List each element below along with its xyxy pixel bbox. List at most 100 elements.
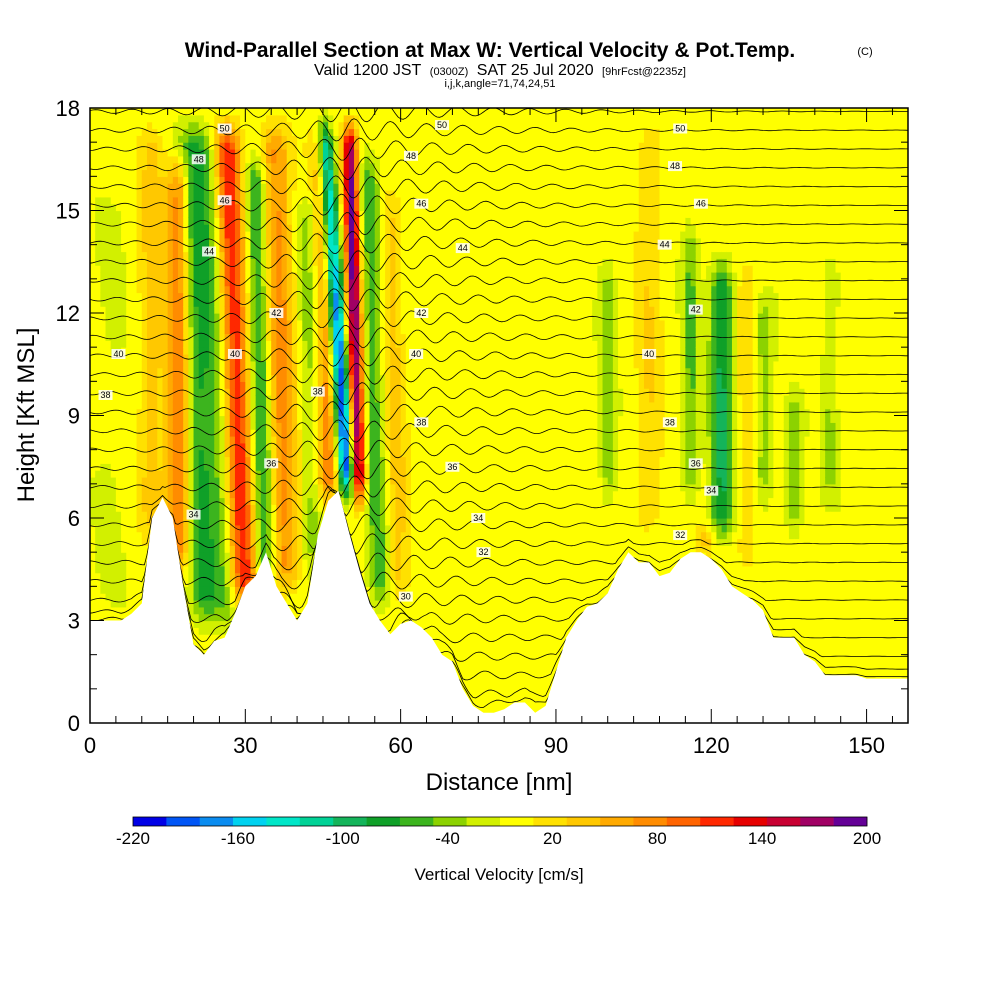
velocity-cell (110, 210, 117, 218)
velocity-cell (141, 381, 148, 389)
velocity-cell (234, 333, 241, 341)
velocity-cell (354, 217, 360, 225)
velocity-cell (281, 565, 288, 574)
velocity-cell (203, 627, 210, 635)
velocity-cell (146, 183, 153, 191)
velocity-cell (240, 422, 246, 430)
velocity-cell (178, 545, 184, 553)
velocity-cell (322, 135, 329, 143)
velocity-cell (110, 559, 117, 567)
velocity-cell (297, 477, 303, 485)
velocity-cell (136, 333, 143, 341)
velocity-cell (214, 258, 221, 266)
velocity-cell (167, 367, 174, 376)
velocity-cell (297, 292, 303, 300)
velocity-cell (286, 203, 293, 212)
velocity-cell (297, 593, 303, 601)
velocity-cell (203, 196, 210, 205)
velocity-cell (152, 292, 158, 300)
velocity-cell (90, 559, 96, 567)
velocity-cell (266, 436, 272, 444)
velocity-cell (183, 552, 189, 560)
velocity-cell (136, 210, 143, 218)
velocity-cell (364, 292, 371, 300)
velocity-cell (224, 415, 231, 423)
velocity-cell (359, 128, 365, 136)
velocity-cell (193, 627, 200, 635)
velocity-cell (297, 299, 303, 307)
velocity-cell (234, 210, 241, 218)
velocity-cell (307, 108, 314, 116)
velocity-cell (286, 237, 293, 246)
velocity-cell (343, 306, 350, 314)
velocity-cell (214, 456, 221, 464)
velocity-cell (240, 504, 246, 512)
velocity-cell (203, 306, 210, 314)
velocity-cell (369, 559, 376, 567)
velocity-cell (121, 272, 127, 280)
velocity-cell (255, 155, 262, 164)
velocity-cell (126, 408, 133, 417)
velocity-cell (266, 285, 272, 294)
velocity-cell (136, 449, 143, 458)
velocity-cell (126, 600, 133, 608)
velocity-cell (338, 347, 345, 355)
velocity-cell (193, 354, 200, 362)
velocity-cell (115, 388, 122, 396)
velocity-cell (286, 511, 293, 519)
velocity-cell (100, 142, 107, 150)
velocity-cell (224, 183, 231, 191)
velocity-cell (276, 340, 283, 348)
velocity-cell (214, 176, 221, 184)
velocity-cell (328, 306, 334, 314)
velocity-cell (152, 265, 158, 273)
velocity-cell (152, 463, 158, 471)
velocity-cell (126, 449, 133, 458)
velocity-cell (234, 586, 241, 594)
velocity-cell (281, 360, 288, 369)
velocity-cell (240, 319, 246, 328)
velocity-cell (198, 559, 205, 567)
velocity-cell (312, 258, 319, 266)
velocity-cell (286, 278, 293, 287)
velocity-cell (255, 244, 262, 253)
velocity-cell (369, 593, 376, 601)
velocity-cell (100, 606, 107, 615)
velocity-cell (193, 292, 200, 300)
velocity-cell (359, 306, 365, 314)
velocity-cell (157, 333, 164, 341)
velocity-cell (302, 135, 309, 143)
velocity-cell (110, 360, 117, 369)
velocity-cell (126, 477, 133, 485)
velocity-cell (193, 593, 200, 601)
velocity-cell (359, 217, 365, 225)
velocity-cell (95, 313, 101, 321)
velocity-cell (276, 401, 283, 410)
velocity-cell (126, 299, 133, 307)
velocity-cell (234, 401, 241, 410)
velocity-cell (234, 251, 241, 259)
velocity-cell (343, 367, 350, 376)
velocity-cell (224, 155, 231, 164)
velocity-cell (312, 319, 319, 328)
velocity-cell (229, 333, 236, 341)
velocity-cell (348, 210, 355, 218)
velocity-cell (364, 504, 371, 512)
velocity-cell (90, 360, 96, 369)
velocity-cell (198, 190, 205, 198)
velocity-cell (338, 142, 345, 150)
velocity-cell (317, 429, 324, 437)
velocity-cell (100, 531, 107, 540)
velocity-cell (229, 436, 236, 444)
velocity-cell (234, 436, 241, 444)
velocity-cell (121, 190, 127, 198)
velocity-cell (364, 237, 371, 246)
velocity-cell (234, 531, 241, 540)
velocity-cell (245, 408, 252, 417)
velocity-cell (126, 360, 133, 369)
velocity-cell (255, 408, 262, 417)
velocity-cell (131, 244, 138, 253)
velocity-cell (100, 600, 107, 608)
velocity-cell (90, 470, 96, 478)
velocity-cell (115, 183, 122, 191)
